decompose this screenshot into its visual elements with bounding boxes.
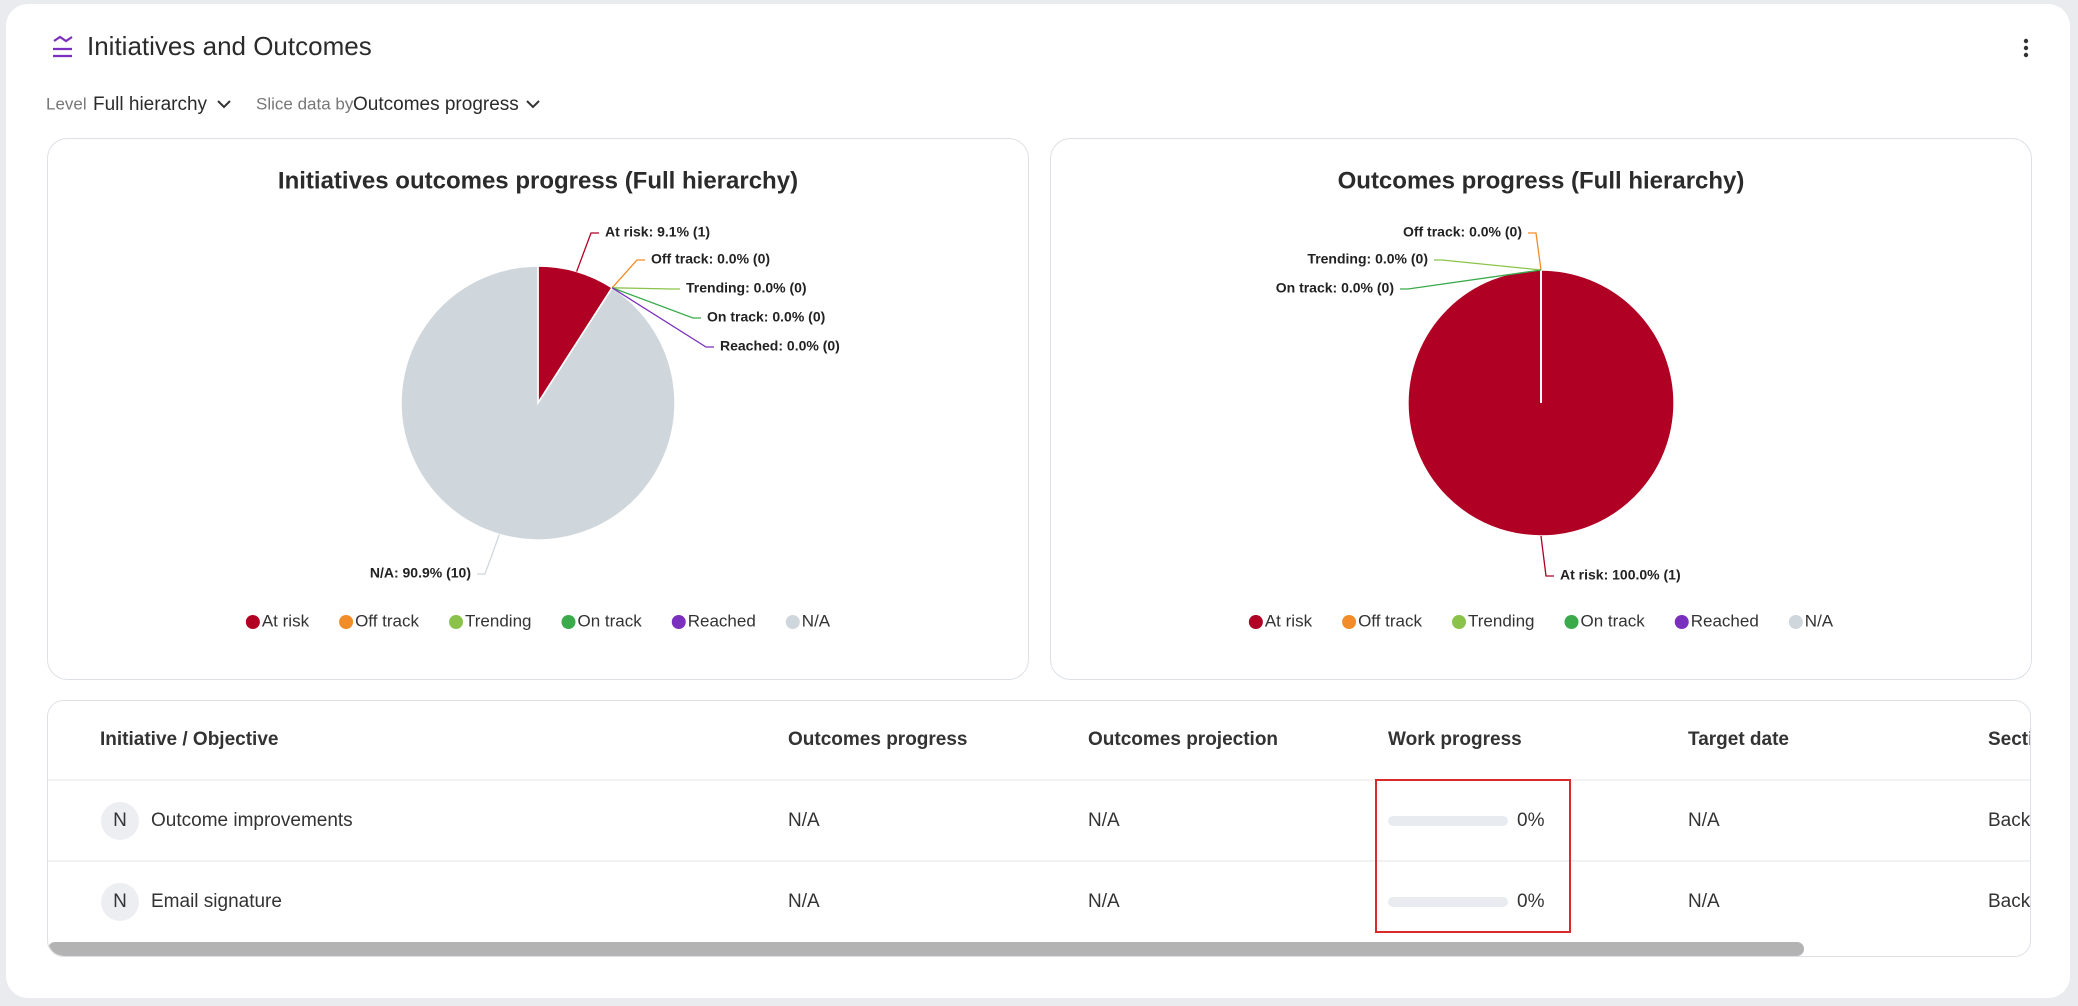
legend-label: At risk [1265,611,1313,630]
leader-line [612,287,680,290]
cell: N/A [788,891,820,912]
chevron[interactable] [217,100,231,109]
legend-label: N/A [802,611,831,630]
legend-label: Reached [688,611,756,630]
column-header: Outcomes progress [788,729,968,750]
legend-marker [339,615,354,629]
data-label: Reached: 0.0% (0) [720,338,840,354]
legend-marker [1788,615,1803,629]
legend-marker [245,615,260,629]
legend-label: Off track [1358,611,1422,630]
leader-line [611,259,645,289]
pie-slice [400,265,676,541]
filter-label: Level [46,94,87,113]
data-label: Trending: 0.0% (0) [686,280,807,296]
legend-marker [1564,615,1579,629]
table: Initiative / Objective Outcomes progress O… [48,729,2057,956]
progress-label: 0% [1517,891,1545,912]
cell: N/A [1088,891,1120,912]
avatar [101,883,139,921]
legend-marker [671,615,686,629]
leader-line [1400,269,1542,290]
filter-value[interactable]: Outcomes progress [353,94,519,115]
legend-label: On track [577,611,642,630]
cell: Backlog [1988,810,2056,831]
cell: N/A [788,810,820,831]
data-label: At risk: 9.1% (1) [605,224,710,240]
scrollbar [48,942,1804,956]
progress-track [1388,816,1508,826]
column-header: Target date [1688,729,1789,750]
legend-marker [1248,615,1263,629]
legend-label: Trending [465,611,531,630]
data-label: N/A: 90.9% (10) [370,565,471,581]
table-panel [47,700,2031,957]
leader-line [611,287,714,348]
cell: Backlog [1988,891,2056,912]
avatar [101,802,139,840]
legend-label: At risk [262,611,310,630]
legend-marker [561,615,576,629]
row-name: Email signature [151,891,282,912]
highlight-box [1375,779,1571,933]
legend-marker [785,615,800,629]
legend-marker [1452,615,1467,629]
legend-label: N/A [1805,611,1834,630]
leader-line [1528,232,1542,271]
avatar-initial: N [113,891,127,912]
data-label: At risk: 100.0% (1) [1560,567,1681,583]
legend-label: Trending [1468,611,1534,630]
data-label: On track: 0.0% (0) [1276,280,1394,296]
kebab-menu[interactable] [2023,38,2029,58]
cell: N/A [1088,810,1120,831]
data-label: Trending: 0.0% (0) [1307,251,1428,267]
legend-marker [449,615,464,629]
data-label: Off track: 0.0% (0) [651,251,770,267]
leader-line [1434,259,1542,271]
chart-title: Outcomes progress (Full hierarchy) [1338,167,1745,194]
legend-label: Off track [355,611,419,630]
leader-line [1540,535,1554,577]
column-header: Outcomes projection [1088,729,1278,750]
chart-title: Initiatives outcomes progress (Full hier… [278,167,798,194]
progress-track [1388,897,1508,907]
cell: N/A [1688,810,1720,831]
leader-line [611,287,701,319]
leader-line [576,232,599,272]
legend-label: On track [1580,611,1645,630]
leader-line [477,534,500,575]
cell: N/A [1688,891,1720,912]
page-title: Initiatives and Outcomes [87,31,372,61]
column-header: Section [1988,729,2057,750]
avatar-initial: N [113,810,127,831]
data-label: Off track: 0.0% (0) [1403,224,1522,240]
column-header: Initiative / Objective [100,729,278,750]
filter-label: Slice data by [256,94,354,113]
chevron[interactable] [526,100,540,109]
data-label: On track: 0.0% (0) [707,309,825,325]
filter-value[interactable]: Full hierarchy [93,94,208,115]
progress-label: 0% [1517,810,1545,831]
legend-label: Reached [1691,611,1759,630]
pie-slice [537,265,614,406]
legend-marker [1674,615,1689,629]
column-header: Work progress [1388,729,1522,750]
row-name: Outcome improvements [151,810,353,831]
menu-icon [53,35,73,58]
legend-marker [1342,615,1357,629]
